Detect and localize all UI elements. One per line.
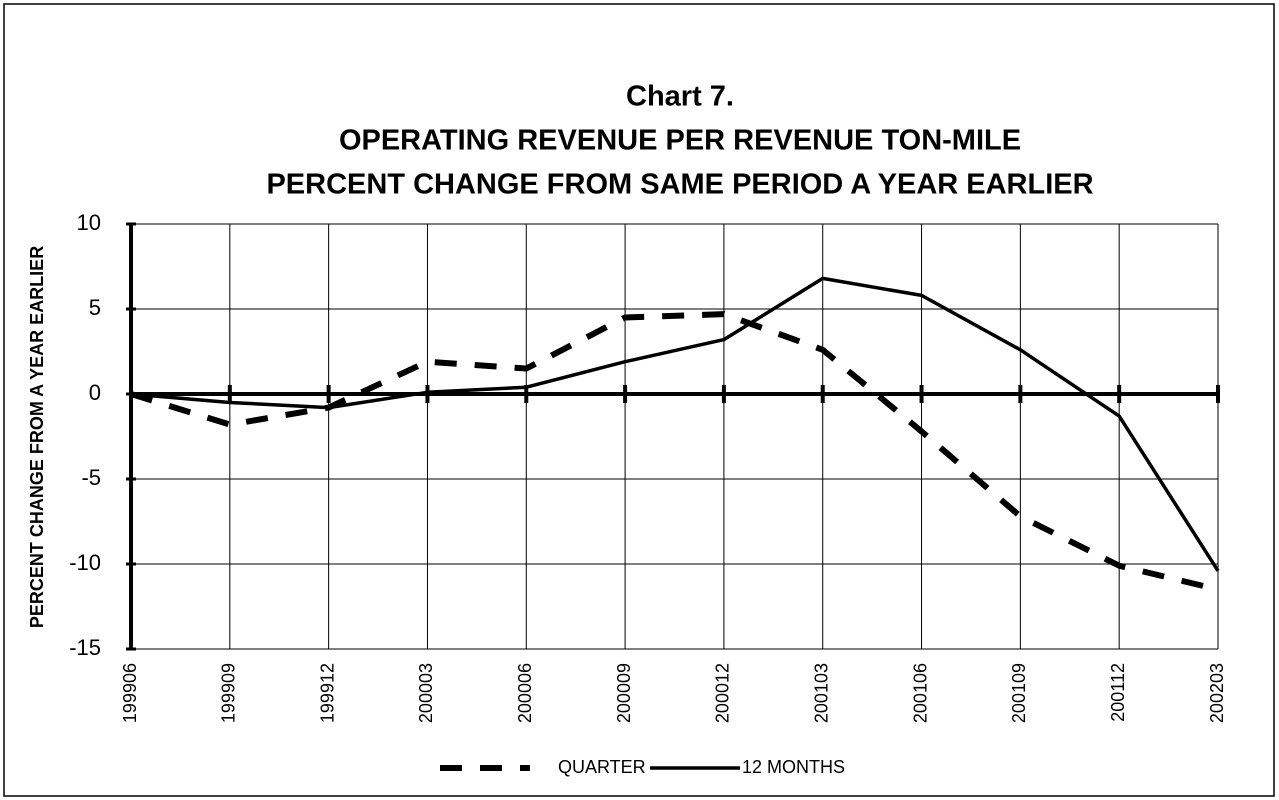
x-tick-label: 200109 <box>1009 663 1029 723</box>
series-line <box>130 276 1220 572</box>
chart-title: PERCENT CHANGE FROM SAME PERIOD A YEAR E… <box>266 169 1093 201</box>
x-tick-label: 199906 <box>120 663 140 723</box>
y-tick-label: -10 <box>69 550 101 575</box>
y-tick-label: 10 <box>77 210 101 235</box>
x-tick-label: 200009 <box>614 663 634 723</box>
x-tick-label: 199909 <box>219 663 239 723</box>
legend-label: 12 MONTHS <box>742 757 845 777</box>
x-tick-label: 200003 <box>416 663 436 723</box>
series-line <box>130 311 1219 593</box>
y-tick-label: 0 <box>89 380 101 405</box>
x-tick-label: 200012 <box>713 663 733 723</box>
x-tick-label: 200112 <box>1108 663 1128 722</box>
chart-title: OPERATING REVENUE PER REVENUE TON-MILE <box>339 125 1021 157</box>
y-tick-label: -5 <box>81 465 101 490</box>
y-tick-label: -15 <box>69 635 101 660</box>
legend-label: QUARTER <box>558 757 646 777</box>
x-tick-label: 200103 <box>811 663 831 723</box>
y-tick-label: 5 <box>89 295 101 320</box>
x-tick-label: 199912 <box>317 663 337 723</box>
x-tick-label: 200106 <box>910 663 930 723</box>
x-tick-label: 200203 <box>1207 663 1227 723</box>
y-axis-label: PERCENT CHANGE FROM A YEAR EARLIER <box>27 246 47 628</box>
x-tick-label: 200006 <box>515 663 535 723</box>
chart-title: Chart 7. <box>626 81 734 113</box>
